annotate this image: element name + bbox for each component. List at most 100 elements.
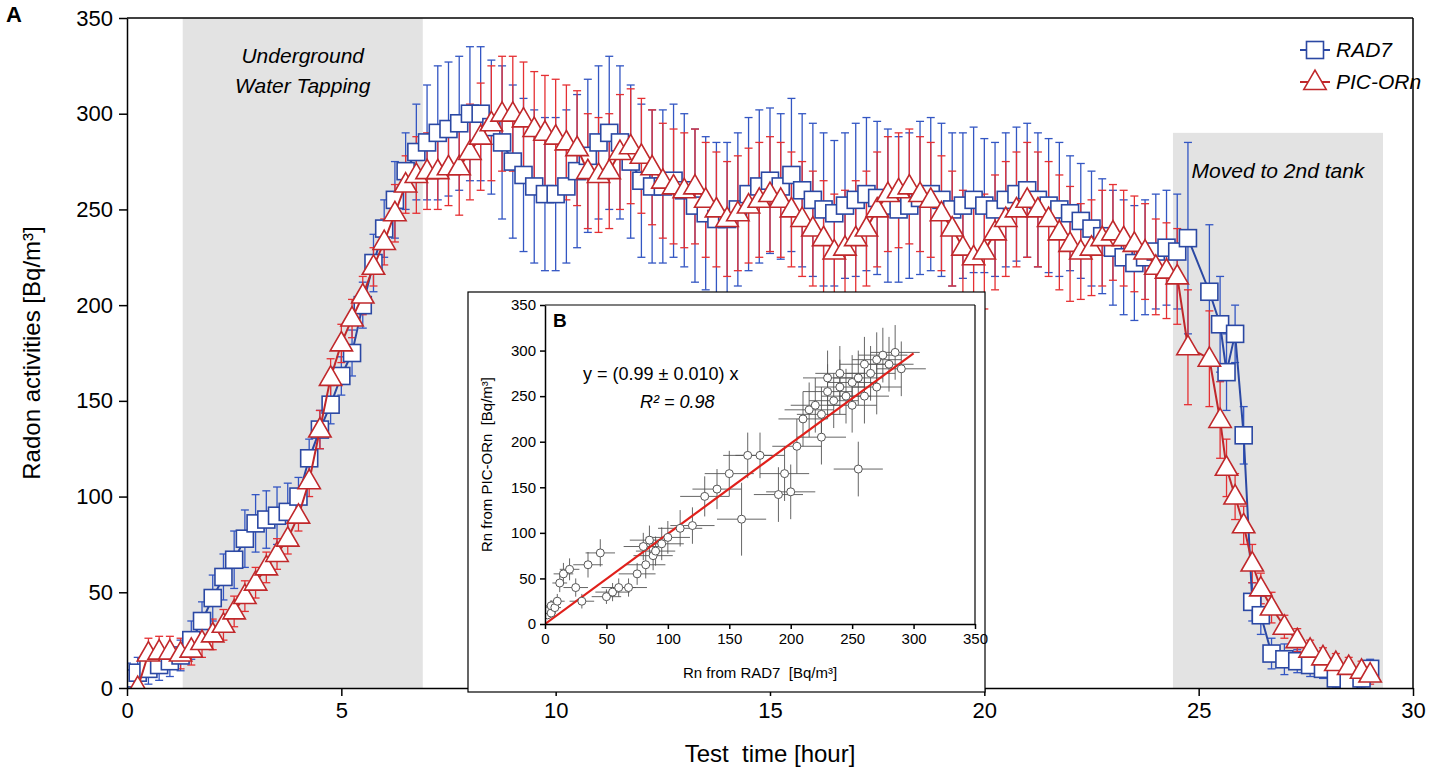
inset-y-axis-tick-label: 250	[511, 387, 536, 404]
point	[817, 410, 825, 418]
legend: RAD7PIC-ORn	[1300, 38, 1421, 93]
point	[756, 451, 764, 459]
error-bar-part	[712, 266, 720, 267]
error-bar-part	[412, 213, 420, 214]
inset-y-axis-tick-mark	[540, 533, 545, 535]
error-bar-part	[1002, 132, 1010, 133]
error-bar-part	[691, 282, 699, 283]
error-bar-part	[1023, 257, 1031, 258]
marker	[1232, 513, 1254, 532]
error-bar-part	[1098, 190, 1106, 191]
error-bar	[778, 392, 827, 447]
error-bar-part	[1045, 161, 1053, 162]
error-bar-part	[648, 262, 656, 263]
point	[897, 365, 905, 373]
error-bar	[680, 476, 729, 516]
error-bar-part	[830, 140, 838, 141]
y-axis-tick-label: 100	[76, 484, 113, 509]
error-bar-part	[734, 270, 742, 271]
marker	[1260, 596, 1282, 615]
marker	[566, 136, 588, 155]
error-bar	[809, 373, 858, 428]
error-bar	[828, 355, 877, 410]
error-bar-part	[712, 151, 720, 152]
legend-label: PIC-ORn	[1336, 70, 1421, 93]
marker	[783, 166, 800, 183]
inset-y-axis-tick-label: 0	[528, 615, 536, 632]
error-bar-part	[991, 174, 999, 175]
marker	[204, 590, 221, 607]
x-axis-tick-label: 10	[544, 698, 568, 723]
error-bar-part	[369, 285, 377, 286]
fit-line	[545, 353, 914, 624]
inset-y-axis-tick-label: 150	[511, 479, 536, 496]
inset-x-axis-tick-label: 50	[599, 630, 616, 647]
point	[879, 351, 887, 359]
error-bar-part	[637, 213, 645, 214]
fit-equation: y = (0.99 ± 0.010) x	[583, 364, 738, 384]
error-bar-part	[648, 109, 656, 110]
error-bar-part	[905, 243, 913, 244]
error-bar-part	[755, 142, 763, 143]
error-bar-part	[927, 117, 935, 118]
y-axis-title: Radon activities [Bq/m³]	[18, 226, 45, 479]
point	[652, 547, 660, 555]
point	[787, 488, 795, 496]
error-bar-part	[477, 82, 485, 83]
marker	[215, 568, 232, 585]
y-axis-tick: 300	[76, 101, 127, 126]
inset-plot-area	[545, 325, 926, 624]
error-bar-part	[916, 121, 924, 122]
error-bar-part	[723, 142, 731, 143]
point	[556, 579, 564, 587]
inset-x-axis-tick-mark	[729, 624, 731, 629]
inset-y-axis-tick-mark	[540, 624, 545, 626]
y-axis-tick-label: 0	[101, 676, 113, 701]
point	[891, 348, 899, 356]
error-bar-part	[927, 142, 935, 143]
marker	[1215, 456, 1237, 475]
error-bar-part	[830, 193, 838, 194]
inset-y-axis-tick: 0	[528, 615, 545, 632]
inset-x-axis-tick-label: 300	[902, 630, 927, 647]
error-bar	[834, 442, 883, 497]
error-bar-part	[487, 180, 495, 181]
error-bar-part	[766, 251, 774, 252]
error-bar-part	[905, 128, 913, 129]
point	[596, 549, 604, 557]
error-bar-part	[166, 676, 174, 677]
inset-x-axis-tick: 100	[656, 624, 681, 647]
x-axis-tick: 15	[758, 688, 782, 723]
inset-x-axis-tick-label: 0	[541, 630, 549, 647]
point	[642, 561, 650, 569]
marker	[812, 226, 834, 245]
point	[824, 388, 832, 396]
error-bar-part	[820, 132, 828, 133]
point	[639, 543, 647, 551]
point	[688, 522, 696, 530]
point	[860, 392, 868, 400]
point	[658, 540, 666, 548]
inset-x-axis-tick: 50	[599, 624, 616, 647]
error-bar-part	[1152, 314, 1160, 315]
error-bar-part	[412, 103, 420, 104]
point	[744, 451, 752, 459]
error-bar-part	[905, 278, 913, 279]
x-axis-tick-mark	[1198, 688, 1200, 696]
error-bar-part	[766, 253, 774, 254]
error-bar-part	[466, 199, 474, 200]
y-axis-line	[127, 19, 129, 689]
error-bar-part	[1205, 310, 1213, 311]
error-bar-part	[616, 218, 624, 219]
inset-y-axis-tick-mark	[540, 396, 545, 398]
inset-y-axis-tick-label: 350	[511, 296, 536, 313]
error-bar-part	[916, 136, 924, 137]
x-axis-tick-label: 25	[1187, 698, 1211, 723]
error-bar-part	[584, 232, 592, 233]
error-bar-part	[659, 262, 667, 263]
x-axis-tick-label: 30	[1401, 698, 1425, 723]
error-bar-part	[680, 132, 688, 133]
point	[584, 561, 592, 569]
error-bar-part	[1173, 193, 1181, 194]
inset-y-axis-tick-mark	[540, 578, 545, 580]
